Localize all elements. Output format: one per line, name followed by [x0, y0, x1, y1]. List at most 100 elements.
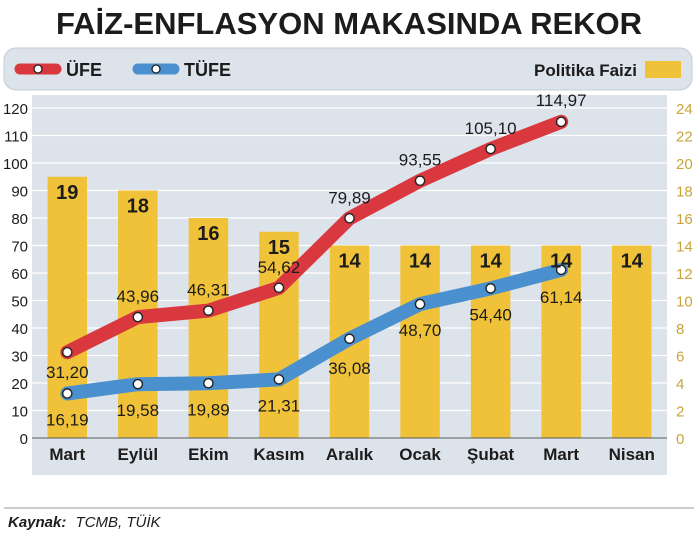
- tufe-point: [132, 378, 144, 390]
- policy-rate-bar: [188, 218, 229, 438]
- policy-rate-bar-label: 14: [479, 251, 502, 273]
- y-left-tick-label: 30: [11, 349, 28, 366]
- legend-policy-swatch: [645, 61, 681, 78]
- policy-rate-bar-label: 14: [621, 251, 644, 273]
- ufe-line: [60, 114, 569, 360]
- ufe-value-label: 79,89: [328, 188, 371, 207]
- y-left-tick-label: 50: [11, 294, 28, 311]
- tufe-point: [555, 264, 567, 276]
- legend: ÜFE TÜFE Politika Faizi: [14, 60, 681, 80]
- tufe-value-label: 61,14: [540, 288, 583, 307]
- y-right-tick-label: 2: [676, 404, 684, 421]
- x-tick-label: Nisan: [609, 445, 655, 464]
- policy-rate-bar-label: 19: [56, 182, 78, 204]
- policy-rate-bar-label: 18: [127, 196, 149, 218]
- tufe-line: [60, 262, 569, 401]
- legend-ufe-label: ÜFE: [66, 60, 102, 80]
- y-left-tick-label: 10: [11, 404, 28, 421]
- lines-layer: [60, 114, 569, 401]
- tufe-value-label: 19,89: [187, 400, 230, 419]
- y-left-tick-label: 60: [11, 266, 28, 283]
- tufe-value-label: 54,40: [469, 305, 512, 324]
- tufe-value-label: 19,58: [117, 401, 160, 420]
- ufe-value-label: 31,20: [46, 363, 89, 382]
- legend-ufe: ÜFE: [14, 60, 102, 80]
- policy-rate-bar-label: 14: [409, 251, 432, 273]
- ufe-value-label: 93,55: [399, 151, 442, 170]
- policy-rate-bar-label: 15: [268, 237, 290, 259]
- ufe-value-label: 54,62: [258, 258, 301, 277]
- ufe-point: [273, 282, 285, 294]
- ufe-point: [61, 346, 73, 358]
- x-tick-label: Mart: [543, 445, 579, 464]
- ufe-point: [344, 213, 355, 224]
- ufe-value-label: 43,96: [117, 287, 160, 306]
- y-left-tick-label: 110: [4, 129, 28, 146]
- chart-title: FAİZ-ENFLASYON MAKASINDA REKOR: [56, 6, 642, 41]
- tufe-value-label: 36,08: [328, 359, 371, 378]
- tufe-point: [414, 298, 426, 310]
- y-left-tick-label: 40: [11, 321, 28, 338]
- legend-tufe-marker: [151, 64, 161, 74]
- x-tick-label: Kasım: [253, 445, 304, 464]
- y-left-tick-label: 120: [3, 101, 28, 118]
- y-right-tick-label: 16: [676, 211, 693, 228]
- policy-rate-bar-label: 16: [197, 223, 219, 245]
- y-left-tick-label: 20: [11, 376, 28, 393]
- y-right-tick-label: 14: [676, 239, 693, 256]
- y-right-tick-label: 8: [676, 321, 684, 338]
- policy-rate-bar-label: 14: [338, 251, 361, 273]
- y-right-tick-label: 24: [676, 101, 693, 118]
- legend-policy-label: Politika Faizi: [534, 61, 637, 80]
- ufe-value-label: 46,31: [187, 281, 230, 300]
- y-right-tick-label: 18: [676, 184, 693, 201]
- y-right-tick-label: 0: [676, 431, 684, 448]
- source-note: Kaynak: TCMB, TÜİK: [8, 513, 162, 531]
- x-tick-label: Mart: [49, 445, 85, 464]
- y-right-tick-label: 10: [676, 294, 693, 311]
- policy-rate-bar: [400, 245, 440, 438]
- y-right-tick-label: 20: [676, 156, 693, 173]
- tufe-value-label: 48,70: [399, 321, 442, 340]
- legend-policy: Politika Faizi: [534, 61, 681, 80]
- tufe-point: [61, 388, 73, 399]
- legend-panel: [3, 47, 693, 91]
- x-tick-label: Şubat: [467, 445, 515, 464]
- y-left-tick-label: 90: [11, 184, 28, 201]
- legend-tufe: TÜFE: [132, 60, 231, 80]
- x-tick-label: Aralık: [326, 445, 374, 464]
- ufe-point: [555, 116, 567, 128]
- data-labels-layer: 19 18 16 15 14 14 14 14 14 31,20 43,96 46,31 54,62 79…: [46, 91, 644, 430]
- y-right-tick-label: 22: [676, 129, 693, 146]
- policy-rate-bar-label: 14: [550, 251, 573, 273]
- ufe-point: [132, 311, 144, 323]
- tufe-point: [344, 333, 355, 345]
- ufe-point: [414, 175, 426, 187]
- y-right-tick-label: 4: [676, 376, 684, 393]
- tufe-point: [273, 374, 285, 385]
- source-label: Kaynak:: [8, 514, 66, 531]
- policy-rate-bar: [470, 245, 511, 438]
- legend-ufe-marker: [33, 64, 43, 74]
- tufe-value-label: 16,19: [46, 410, 89, 429]
- y-right-tick-label: 12: [676, 266, 693, 283]
- ufe-value-label: 114,97: [536, 91, 587, 110]
- axes-layer: 0102030405060708090100110120024681012141…: [3, 101, 693, 464]
- source-text: TCMB, TÜİK: [76, 513, 162, 531]
- x-tick-label: Eylül: [118, 445, 159, 464]
- y-right-tick-label: 6: [676, 349, 684, 366]
- x-tick-label: Ekim: [188, 445, 229, 464]
- y-left-tick-label: 80: [11, 211, 28, 228]
- y-left-tick-label: 0: [20, 431, 28, 448]
- y-left-tick-label: 100: [3, 156, 28, 173]
- ufe-point: [203, 305, 214, 316]
- ufe-value-label: 105,10: [465, 119, 517, 138]
- x-tick-label: Ocak: [399, 445, 441, 464]
- policy-rate-bar: [611, 245, 652, 438]
- tufe-point: [485, 283, 496, 294]
- y-left-tick-label: 70: [11, 239, 28, 256]
- legend-tufe-label: TÜFE: [184, 60, 231, 80]
- tufe-point: [203, 378, 214, 389]
